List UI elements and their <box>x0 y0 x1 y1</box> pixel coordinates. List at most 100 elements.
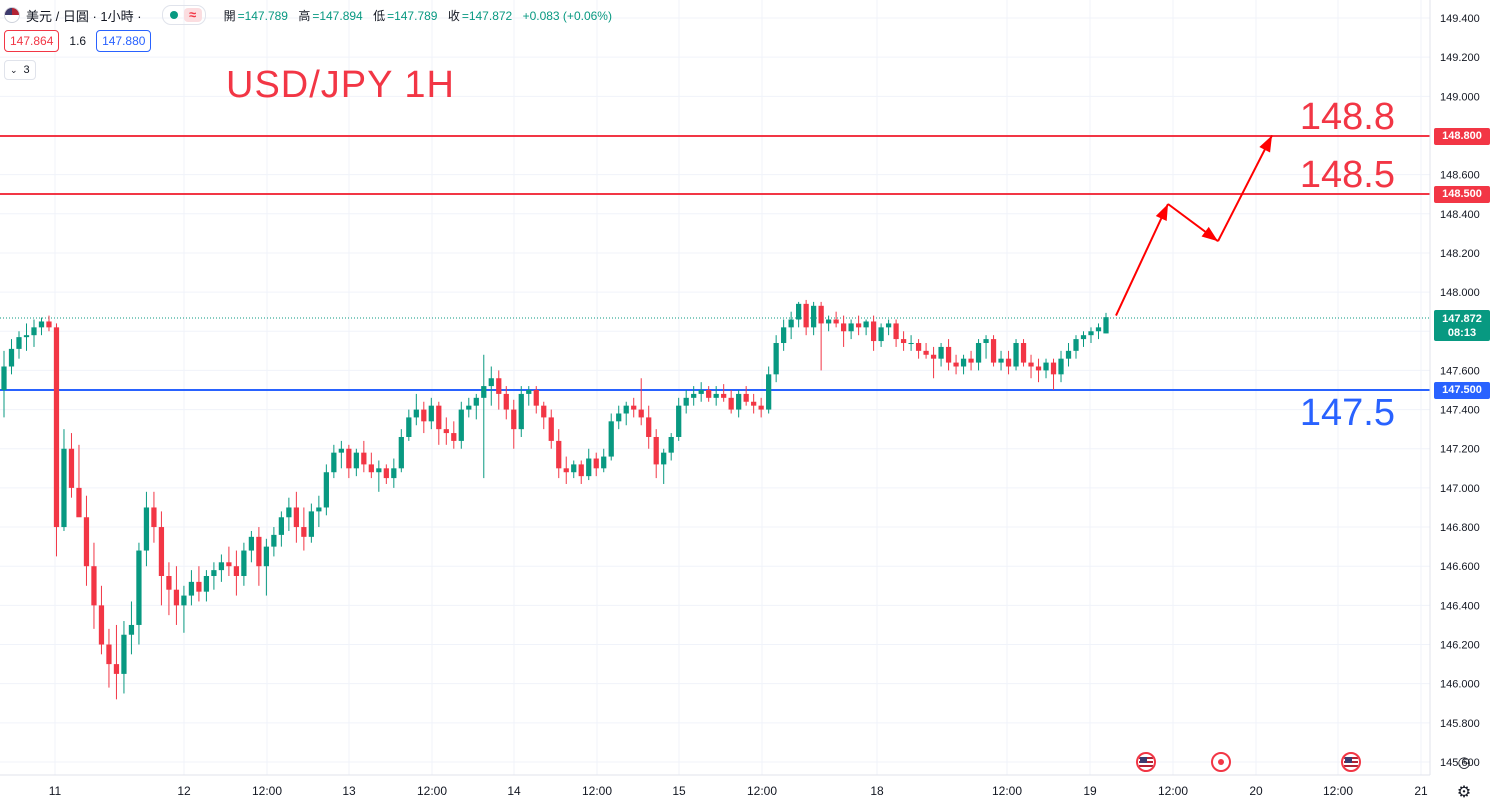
candle <box>316 495 322 528</box>
price-axis: 149.400149.200149.000148.800148.600148.4… <box>1440 13 1480 769</box>
wave-icon: ≈ <box>183 8 202 22</box>
us-event-flag-icon[interactable] <box>1136 752 1156 772</box>
price-tick-label: 147.400 <box>1440 405 1480 417</box>
market-status-pill[interactable]: ≈ <box>161 5 206 25</box>
change-value: +0.083 (+0.06%) <box>522 8 612 23</box>
indicators-toggle[interactable]: ⌄ 3 <box>4 60 36 80</box>
candle <box>353 448 359 477</box>
candle <box>211 562 217 590</box>
time-tick-label: 14 <box>507 784 521 798</box>
candle <box>751 393 757 414</box>
candle <box>728 390 734 414</box>
price-tick-label: 147.200 <box>1440 444 1480 456</box>
candle <box>128 601 135 655</box>
candle <box>668 433 674 461</box>
price-tick-label: 148.000 <box>1440 287 1480 299</box>
arrowhead-icon <box>1259 135 1272 153</box>
candle <box>136 542 142 645</box>
time-tick-label: 12:00 <box>992 784 1022 798</box>
candle <box>248 530 255 563</box>
candle <box>436 401 442 445</box>
price-tick-label: 146.000 <box>1440 679 1480 691</box>
candle <box>271 527 277 557</box>
price-tick-label: 149.200 <box>1440 52 1480 64</box>
bar-countdown: 08:13 <box>1447 327 1477 339</box>
candle <box>840 315 847 347</box>
time-tick-label: 12:00 <box>747 784 777 798</box>
spread-value: 1.6 <box>69 34 87 48</box>
close-value: =147.872 <box>461 8 513 23</box>
candle <box>443 417 449 445</box>
candle <box>998 350 1004 371</box>
candle <box>623 401 629 426</box>
candle <box>1020 339 1027 367</box>
time-tick-label: 12:00 <box>1323 784 1353 798</box>
candle <box>481 354 487 479</box>
buy-button[interactable]: 147.880 <box>96 30 152 52</box>
candle <box>61 429 67 531</box>
candle <box>488 366 494 406</box>
candle <box>818 301 824 371</box>
candle <box>885 319 892 336</box>
price-tick-label: 146.200 <box>1440 640 1480 652</box>
candle <box>743 386 749 406</box>
candle <box>31 319 37 347</box>
projection-arrows <box>1115 135 1273 317</box>
candles <box>1 299 1109 700</box>
candle <box>990 335 997 367</box>
candle <box>406 409 412 441</box>
open-label: 開 <box>223 8 236 23</box>
high-value: =147.894 <box>312 8 363 23</box>
event-dot-icon[interactable] <box>1211 752 1231 772</box>
projection-segment <box>1115 203 1169 317</box>
time-tick-label: 12 <box>177 784 191 798</box>
time-tick-label: 21 <box>1414 784 1428 798</box>
candle <box>870 315 877 351</box>
candle <box>106 628 112 688</box>
candle <box>16 331 22 359</box>
candle <box>893 319 899 347</box>
time-tick-label: 15 <box>672 784 686 798</box>
candle <box>983 335 989 359</box>
chart-legend: 美元 / 日圓 · 1小時 · ≈ 開 =147.789 高 =147.894 低 =… <box>4 5 619 25</box>
candle <box>391 458 397 488</box>
alarm-clock-icon[interactable]: ◷ <box>1457 754 1471 771</box>
candle <box>368 452 374 479</box>
arrowhead-icon <box>1201 226 1218 242</box>
price-tick-label: 149.000 <box>1440 91 1480 103</box>
price-tick-label: 149.400 <box>1440 13 1480 25</box>
chart-annotation-title: USD/JPY 1H <box>226 64 455 106</box>
settings-gear-icon[interactable]: ⚙ <box>1456 784 1472 801</box>
candle <box>930 346 937 379</box>
symbol-label[interactable]: 美元 / 日圓 · 1小時 · <box>26 8 142 24</box>
market-open-dot-icon <box>169 11 178 19</box>
candle <box>503 386 509 420</box>
candle <box>608 413 614 461</box>
sell-button[interactable]: 147.864 <box>4 30 60 52</box>
candle <box>676 397 682 441</box>
candle <box>631 397 637 418</box>
candle <box>166 562 172 616</box>
us-event-flag-icon[interactable] <box>1341 752 1361 772</box>
candle <box>278 511 284 547</box>
price-tick-label: 146.600 <box>1440 561 1480 573</box>
candle <box>68 433 75 498</box>
candle <box>398 429 404 473</box>
candle <box>1058 350 1064 383</box>
candle <box>1035 358 1042 383</box>
candle <box>975 339 982 371</box>
current-price-value: 147.872 <box>1442 313 1482 325</box>
ohlc-values: 開 =147.789 高 =147.894 低 =147.789 收 =147.872 … <box>224 7 619 24</box>
candle <box>308 503 314 543</box>
candle <box>788 311 794 340</box>
candle <box>646 405 652 449</box>
close-label: 收 <box>447 8 460 23</box>
candle <box>803 299 809 336</box>
candle <box>721 384 727 402</box>
candle <box>421 401 427 434</box>
time-tick-label: 20 <box>1249 784 1263 798</box>
candle <box>376 460 382 492</box>
candle <box>113 624 120 700</box>
candle <box>1013 339 1019 371</box>
